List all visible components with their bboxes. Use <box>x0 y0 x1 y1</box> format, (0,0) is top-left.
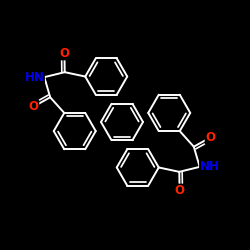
Text: NH: NH <box>200 160 220 173</box>
Text: O: O <box>29 100 39 113</box>
Text: O: O <box>205 131 215 144</box>
Text: O: O <box>174 184 184 197</box>
Text: HN: HN <box>24 71 44 84</box>
Text: O: O <box>60 47 70 60</box>
